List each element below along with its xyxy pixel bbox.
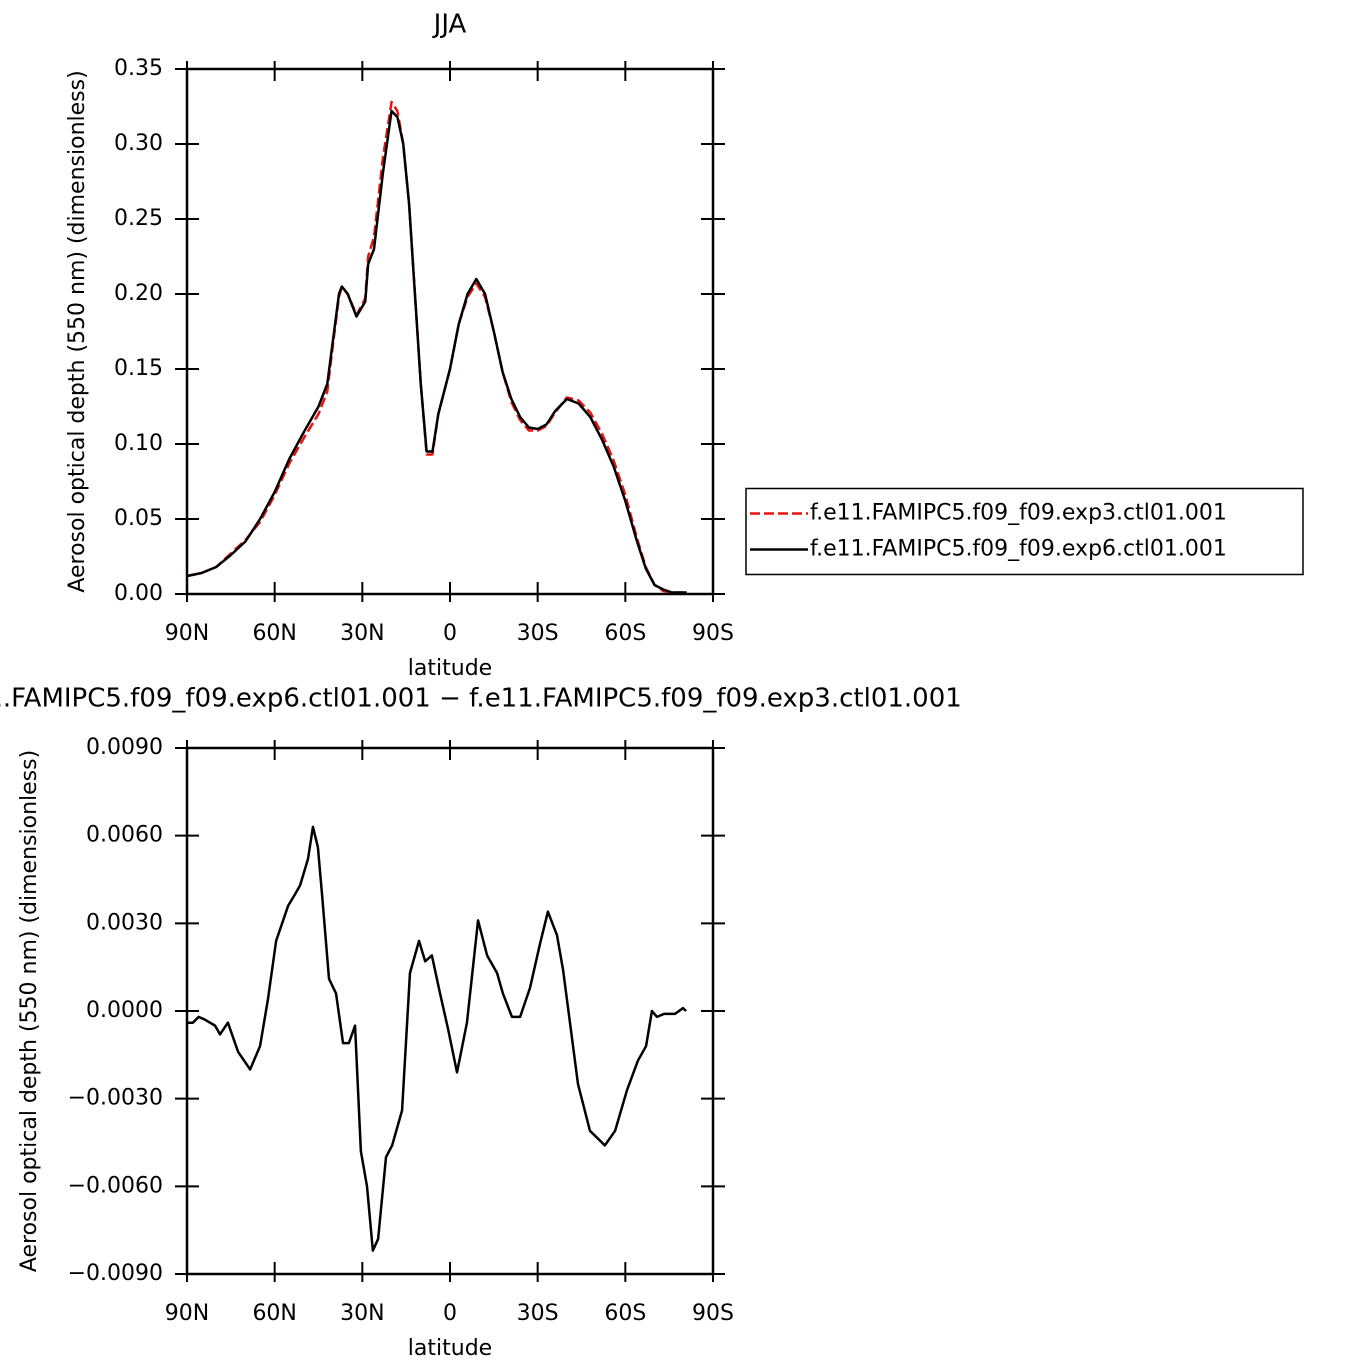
x-axis-label: latitude bbox=[408, 656, 492, 681]
chart-title: f.e11.FAMIPC5.f09_f09.exp6.ctl01.001 − f… bbox=[0, 684, 962, 714]
x-tick-label: 60N bbox=[252, 1301, 296, 1326]
x-tick-label: 30N bbox=[340, 1301, 384, 1326]
x-tick-label: 30S bbox=[517, 1301, 559, 1326]
y-tick-label: 0.35 bbox=[114, 56, 163, 81]
plot-frame bbox=[185, 746, 715, 1276]
chart-title: JJA bbox=[432, 10, 467, 40]
y-tick-label: 0.15 bbox=[114, 356, 163, 381]
legend-label: f.e11.FAMIPC5.f09_f09.exp3.ctl01.001 bbox=[810, 501, 1227, 526]
x-tick-label: 90S bbox=[692, 1301, 734, 1326]
x-tick-label: 90N bbox=[165, 621, 209, 646]
x-tick-label: 30S bbox=[517, 621, 559, 646]
legend: f.e11.FAMIPC5.f09_f09.exp3.ctl01.001 f.e1… bbox=[745, 487, 1304, 576]
legend-label: f.e11.FAMIPC5.f09_f09.exp6.ctl01.001 bbox=[810, 537, 1227, 562]
y-tick-label: 0.0090 bbox=[86, 735, 163, 760]
y-tick-label: 0.0000 bbox=[86, 998, 163, 1023]
x-tick-label: 60S bbox=[604, 621, 646, 646]
legend-box bbox=[745, 487, 1304, 576]
x-tick-label: 90N bbox=[165, 1301, 209, 1326]
y-axis-label: Aerosol optical depth (550 nm) (dimensio… bbox=[17, 750, 42, 1272]
x-tick-label: 0 bbox=[443, 621, 457, 646]
y-tick-label: 0.20 bbox=[114, 281, 163, 306]
data-line bbox=[186, 100, 687, 594]
data-line bbox=[186, 109, 687, 594]
y-tick-label: −0.0090 bbox=[68, 1261, 163, 1286]
data-line bbox=[187, 825, 687, 1252]
x-tick-label: 30N bbox=[340, 621, 384, 646]
y-tick-label: 0.00 bbox=[114, 581, 163, 606]
y-axis-label: Aerosol optical depth (550 nm) (dimensio… bbox=[65, 70, 90, 592]
y-tick-label: 0.30 bbox=[114, 131, 163, 156]
x-axis-label: latitude bbox=[408, 1336, 492, 1361]
plot-frame bbox=[185, 67, 715, 596]
x-tick-label: 90S bbox=[692, 621, 734, 646]
y-tick-label: 0.0030 bbox=[86, 910, 163, 935]
y-tick-label: 0.10 bbox=[114, 431, 163, 456]
y-tick-label: 0.05 bbox=[114, 506, 163, 531]
y-tick-label: 0.0060 bbox=[86, 823, 163, 848]
x-tick-label: 60S bbox=[604, 1301, 646, 1326]
x-tick-label: 60N bbox=[252, 621, 296, 646]
y-tick-label: −0.0030 bbox=[68, 1086, 163, 1111]
x-tick-label: 0 bbox=[443, 1301, 457, 1326]
y-tick-label: 0.25 bbox=[114, 206, 163, 231]
y-tick-label: −0.0060 bbox=[68, 1173, 163, 1198]
